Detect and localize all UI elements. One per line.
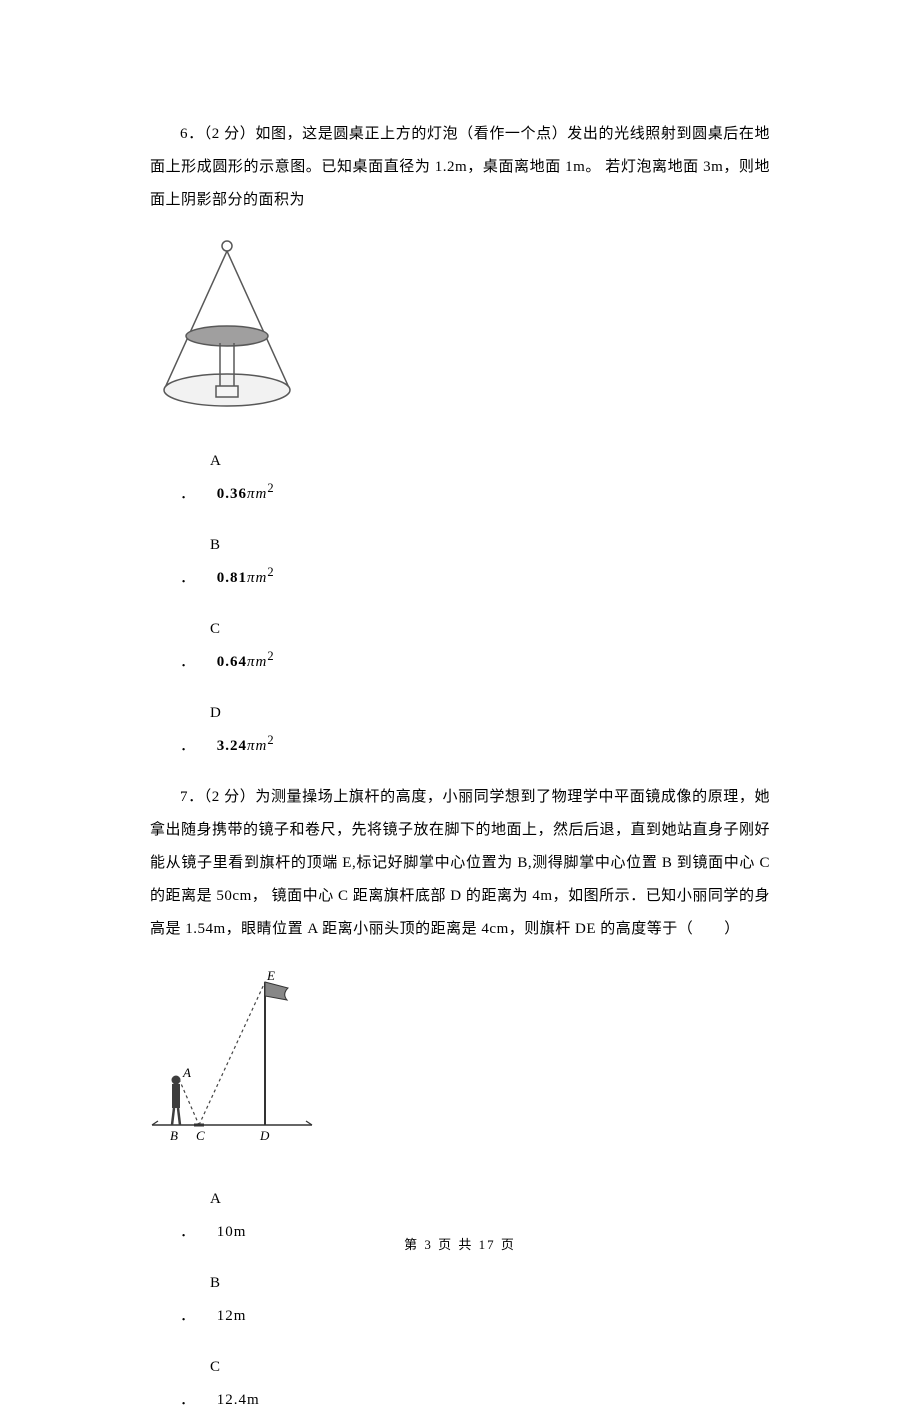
label-c: C: [196, 1128, 205, 1143]
label-b: B: [170, 1128, 178, 1143]
option-label: B ．: [180, 529, 212, 595]
cone-lamp-diagram: [150, 237, 305, 412]
label-e: E: [266, 968, 275, 983]
option-value: 0.81πm2: [217, 570, 275, 586]
q7-option-b[interactable]: B ． 12m: [150, 1267, 770, 1333]
option-value: 3.24πm2: [217, 738, 275, 754]
option-label: D ．: [180, 697, 212, 763]
q6-figure: [150, 237, 770, 425]
q6-option-d[interactable]: D ． 3.24πm2: [150, 697, 770, 763]
q6-option-b[interactable]: B ． 0.81πm2: [150, 529, 770, 595]
mirror-flagpole-diagram: A E B C D: [150, 966, 314, 1150]
option-label: A ．: [180, 445, 212, 511]
q7-text: 7．（2 分）为测量操场上旗杆的高度，小丽同学想到了物理学中平面镜成像的原理，她…: [150, 781, 770, 946]
label-a: A: [182, 1065, 191, 1080]
option-label: C ．: [180, 1351, 212, 1417]
option-value: 12.4m: [217, 1392, 260, 1408]
label-d: D: [259, 1128, 270, 1143]
q6-text: 6．（2 分）如图，这是圆桌正上方的灯泡（看作一个点）发出的光线照射到圆桌后在地…: [150, 118, 770, 217]
option-value: 0.36πm2: [217, 486, 275, 502]
option-label: B ．: [180, 1267, 212, 1333]
q6-option-c[interactable]: C ． 0.64πm2: [150, 613, 770, 679]
page-footer: 第 3 页 共 17 页: [0, 1231, 920, 1260]
q7-option-c[interactable]: C ． 12.4m: [150, 1351, 770, 1417]
q7-figure: A E B C D: [150, 966, 770, 1163]
option-value: 0.64πm2: [217, 654, 275, 670]
option-label: C ．: [180, 613, 212, 679]
q6-option-a[interactable]: A ． 0.36πm2: [150, 445, 770, 511]
option-value: 12m: [217, 1308, 247, 1324]
